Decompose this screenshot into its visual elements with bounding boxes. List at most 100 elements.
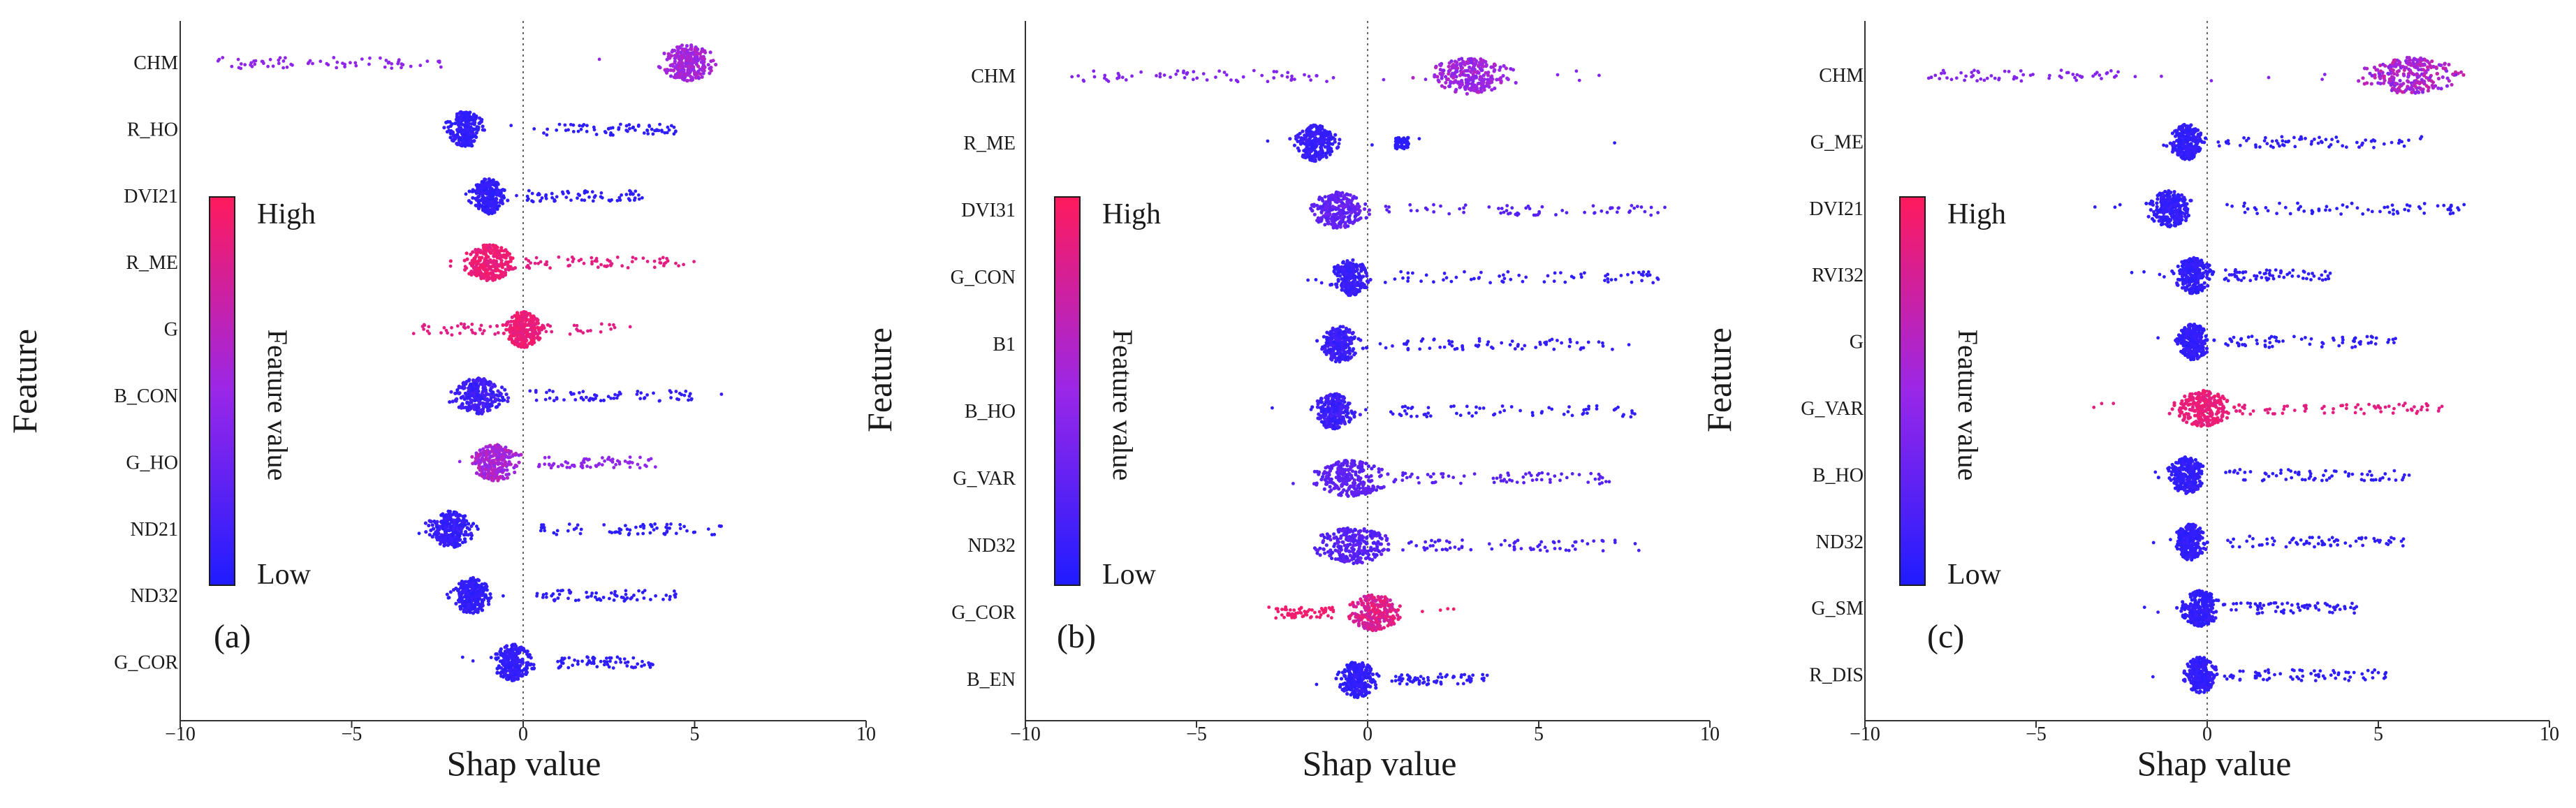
shap-point [462,537,467,541]
shap-point [1342,336,1347,340]
shap-point [489,656,493,659]
shap-point [1341,205,1345,209]
shap-point [332,56,336,59]
shap-point [665,131,669,135]
shap-point [472,587,477,591]
shap-point [1338,333,1342,337]
shap-point [557,665,562,669]
shap-point [483,462,488,467]
shap-point [1489,65,1493,69]
shap-point [1572,276,1576,280]
shap-point [478,328,482,332]
shap-point [481,128,485,132]
shap-point [446,596,451,600]
shap-point [1338,191,1342,196]
shap-point [1424,78,1428,82]
shap-point [1603,279,1607,282]
shap-point [442,534,446,538]
shap-point [291,63,294,67]
shap-point [1348,214,1352,218]
shap-point [638,455,642,460]
shap-point [581,390,585,394]
shap-point [457,517,461,522]
shap-point [1359,278,1363,282]
shap-point [1432,203,1435,207]
shap-point [1155,74,1158,78]
shap-point [501,463,505,467]
shap-point [525,666,529,670]
shap-point [474,259,478,264]
shap-point [488,183,492,187]
shap-point [487,459,491,463]
shap-point [1502,277,1507,281]
shap-point [645,260,650,263]
shap-point [562,398,566,402]
shap-point [1288,137,1292,141]
shap-point [455,128,460,132]
shap-point [577,598,580,602]
shap-point [499,191,503,196]
shap-point [477,256,482,260]
shap-point [582,123,586,126]
shap-point [508,323,513,328]
shap-point [696,64,701,68]
shap-point [478,402,482,406]
shap-point [467,189,471,193]
shap-point [606,395,610,399]
shap-point [682,393,687,397]
shap-point [1399,270,1403,274]
feature-label: CHM [133,52,178,74]
shap-point [478,378,483,382]
shap-point [507,654,511,658]
shap-point [1303,73,1306,77]
shap-point [1305,133,1310,138]
beeswarm-row [1070,57,1601,96]
shap-point [1092,69,1096,73]
shap-point [506,265,511,269]
beeswarm-row [460,642,654,683]
shap-point [472,112,476,117]
shap-point [528,328,532,332]
shap-point [664,71,669,75]
shap-point [665,522,669,527]
shap-point [499,253,503,258]
shap-point [475,203,479,208]
shap-point [1336,277,1340,282]
shap-point [524,257,528,261]
shap-point [492,467,497,471]
shap-point [1501,280,1505,284]
shap-point [631,656,636,660]
shap-point [480,191,484,196]
shap-point [675,397,679,401]
shap-point [529,338,534,342]
shap-point [1286,71,1290,75]
shap-point [1465,84,1470,88]
shap-point [1627,210,1631,214]
shap-point [594,591,598,595]
shap-point [478,473,482,477]
shap-point [1393,277,1397,281]
shap-point [469,135,473,139]
shap-point [1510,206,1514,210]
shap-point [1523,344,1527,348]
shap-point [1328,152,1332,156]
shap-point [482,476,486,480]
shap-point [1352,194,1356,199]
shap-point [268,57,272,61]
shap-point [1579,275,1583,279]
shap-point [473,399,477,403]
shap-point [511,340,515,345]
shap-point [1367,212,1371,216]
shap-point [1333,282,1338,286]
shap-point [653,522,657,526]
shap-point [1384,205,1388,208]
shap-point [468,261,473,265]
shap-point [1309,78,1312,82]
shap-point [687,394,691,398]
shap-point [608,259,612,263]
shap-point [690,51,695,55]
shap-point [502,196,506,200]
shap-point [476,404,480,409]
shap-point [1116,71,1120,75]
shap-point [467,404,471,409]
